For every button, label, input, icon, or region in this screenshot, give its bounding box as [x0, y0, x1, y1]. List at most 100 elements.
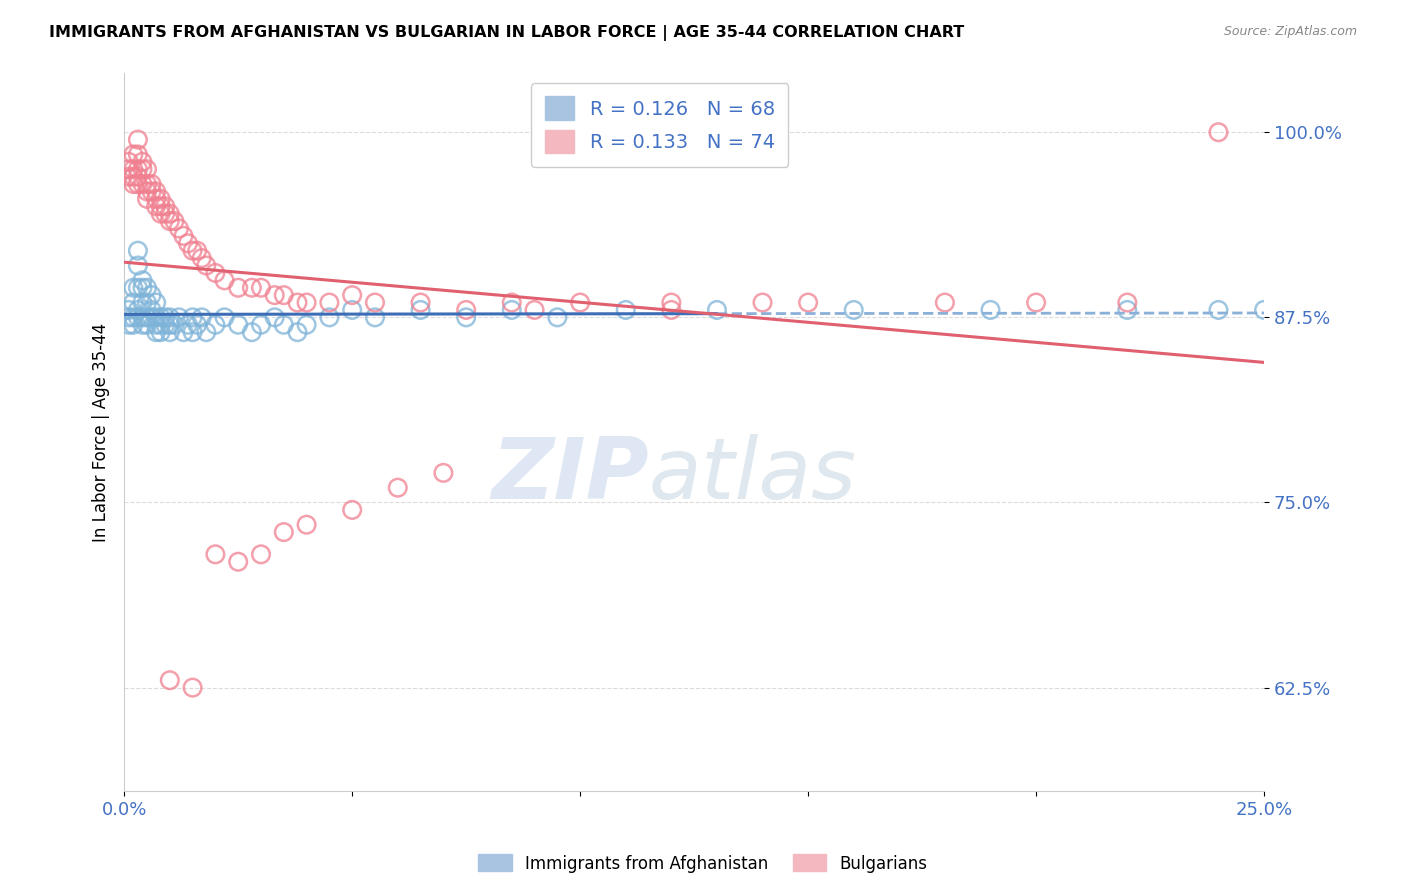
- Point: [159, 673, 181, 688]
- Point: [127, 302, 149, 317]
- Point: [1208, 125, 1230, 139]
- Point: [295, 295, 318, 310]
- Point: [387, 481, 409, 495]
- Point: [141, 310, 163, 325]
- Point: [136, 162, 159, 177]
- Point: [195, 259, 218, 273]
- Point: [250, 547, 273, 561]
- Point: [190, 251, 212, 265]
- Point: [1208, 302, 1230, 317]
- Point: [159, 325, 181, 339]
- Point: [131, 295, 153, 310]
- Point: [145, 185, 167, 199]
- Point: [226, 318, 249, 332]
- Point: [136, 185, 159, 199]
- Point: [177, 318, 200, 332]
- Point: [273, 288, 295, 302]
- Point: [145, 325, 167, 339]
- Point: [204, 318, 226, 332]
- Point: [118, 318, 141, 332]
- Point: [1253, 302, 1275, 317]
- Point: [127, 133, 149, 147]
- Point: [546, 310, 568, 325]
- Point: [122, 162, 145, 177]
- Point: [409, 302, 432, 317]
- Point: [131, 177, 153, 191]
- Text: ZIP: ZIP: [491, 434, 648, 516]
- Point: [155, 318, 177, 332]
- Point: [145, 199, 167, 213]
- Text: Source: ZipAtlas.com: Source: ZipAtlas.com: [1223, 25, 1357, 38]
- Point: [118, 302, 141, 317]
- Point: [706, 302, 728, 317]
- Point: [432, 466, 454, 480]
- Point: [122, 295, 145, 310]
- Text: IMMIGRANTS FROM AFGHANISTAN VS BULGARIAN IN LABOR FORCE | AGE 35-44 CORRELATION : IMMIGRANTS FROM AFGHANISTAN VS BULGARIAN…: [49, 25, 965, 41]
- Point: [155, 310, 177, 325]
- Point: [240, 281, 263, 295]
- Point: [131, 154, 153, 169]
- Point: [1025, 295, 1047, 310]
- Point: [167, 221, 190, 235]
- Point: [295, 318, 318, 332]
- Point: [131, 162, 153, 177]
- Point: [136, 295, 159, 310]
- Point: [1116, 295, 1139, 310]
- Point: [136, 318, 159, 332]
- Point: [177, 236, 200, 251]
- Point: [155, 207, 177, 221]
- Legend: Immigrants from Afghanistan, Bulgarians: Immigrants from Afghanistan, Bulgarians: [471, 847, 935, 880]
- Point: [340, 503, 363, 517]
- Point: [934, 295, 956, 310]
- Point: [195, 325, 218, 339]
- Point: [226, 555, 249, 569]
- Point: [1116, 302, 1139, 317]
- Point: [842, 302, 865, 317]
- Point: [159, 318, 181, 332]
- Point: [250, 318, 273, 332]
- Point: [141, 177, 163, 191]
- Point: [136, 177, 159, 191]
- Text: atlas: atlas: [648, 434, 856, 516]
- Point: [149, 325, 172, 339]
- Point: [127, 259, 149, 273]
- Point: [340, 288, 363, 302]
- Point: [181, 681, 204, 695]
- Point: [163, 318, 186, 332]
- Point: [501, 295, 523, 310]
- Point: [226, 281, 249, 295]
- Point: [159, 207, 181, 221]
- Point: [159, 214, 181, 228]
- Point: [149, 199, 172, 213]
- Point: [127, 177, 149, 191]
- Point: [295, 517, 318, 532]
- Point: [186, 318, 208, 332]
- Point: [659, 302, 682, 317]
- Point: [167, 310, 190, 325]
- Point: [149, 207, 172, 221]
- Point: [409, 295, 432, 310]
- Point: [149, 310, 172, 325]
- Point: [122, 310, 145, 325]
- Point: [145, 310, 167, 325]
- Point: [159, 310, 181, 325]
- Point: [364, 295, 387, 310]
- Point: [181, 325, 204, 339]
- Legend: R = 0.126   N = 68, R = 0.133   N = 74: R = 0.126 N = 68, R = 0.133 N = 74: [531, 83, 789, 167]
- Point: [145, 192, 167, 206]
- Point: [523, 302, 546, 317]
- Point: [118, 162, 141, 177]
- Point: [456, 310, 478, 325]
- Y-axis label: In Labor Force | Age 35-44: In Labor Force | Age 35-44: [93, 323, 110, 541]
- Point: [456, 302, 478, 317]
- Point: [122, 177, 145, 191]
- Point: [751, 295, 773, 310]
- Point: [173, 325, 195, 339]
- Point: [149, 318, 172, 332]
- Point: [190, 310, 212, 325]
- Point: [659, 295, 682, 310]
- Point: [149, 192, 172, 206]
- Point: [797, 295, 820, 310]
- Point: [214, 273, 236, 287]
- Point: [273, 318, 295, 332]
